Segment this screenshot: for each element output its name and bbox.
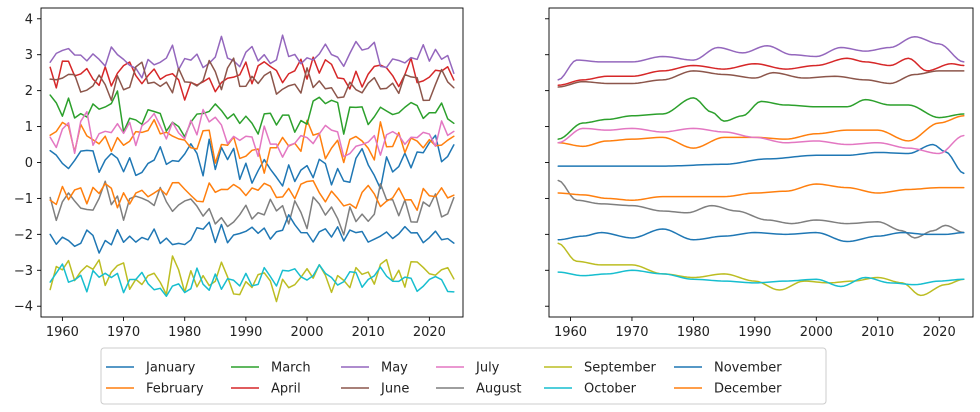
series-line-january: [557, 143, 965, 175]
plot-area-2: [557, 35, 965, 297]
x-tick-label: 1980: [677, 325, 710, 340]
legend: January February March April May June July Augu…: [100, 347, 827, 405]
x-tick-label: 1970: [107, 325, 140, 340]
series-line-november: [557, 228, 965, 243]
legend-label-august: August: [476, 382, 522, 397]
series-line-march: [557, 97, 965, 140]
legend-entry-may: May: [341, 361, 408, 376]
legend-label-march: March: [271, 361, 311, 376]
legend-label-october: October: [584, 382, 637, 397]
legend-entry-august: August: [436, 382, 522, 397]
series-line-july: [557, 127, 965, 155]
series-line-april: [557, 57, 965, 86]
legend-entry-november: November: [674, 361, 782, 376]
series-line-december: [49, 180, 455, 212]
y-tick-label: −2: [14, 228, 33, 243]
legend-entry-april: April: [231, 382, 301, 397]
x-tick-label: 2010: [352, 325, 385, 340]
series-line-august: [49, 180, 455, 236]
x-tick-label: 1960: [46, 325, 79, 340]
legend-entry-july: July: [436, 361, 500, 376]
x-tick-label: 1960: [554, 325, 587, 340]
legend-entry-september: September: [544, 361, 657, 376]
series-line-november: [49, 214, 455, 254]
series-line-october: [557, 269, 965, 288]
x-tick-label: 2020: [413, 325, 446, 340]
x-tick-label: 2000: [290, 325, 323, 340]
legend-entry-december: December: [674, 382, 782, 397]
x-tick-label: 2000: [800, 325, 833, 340]
x-tick-label: 1990: [229, 325, 262, 340]
legend-entry-february: February: [106, 382, 204, 397]
x-tick-label: 2010: [861, 325, 894, 340]
series-line-december: [557, 183, 965, 201]
legend-entry-january: January: [106, 361, 196, 376]
y-tick-label: 1: [25, 120, 33, 135]
y-tick-label: −4: [14, 300, 33, 315]
series-line-may: [49, 34, 455, 79]
legend-label-april: April: [271, 382, 301, 397]
series-line-july: [49, 108, 455, 158]
series-line-june: [557, 70, 965, 88]
legend-label-july: July: [475, 361, 500, 376]
legend-label-november: November: [714, 361, 782, 376]
series-line-january: [49, 134, 455, 190]
series-line-may: [557, 35, 965, 81]
y-tick-label: 2: [25, 84, 33, 99]
legend-label-june: June: [380, 382, 409, 397]
panels: 1960 1970 1980 1990 2000 2010 2020 −4 −3 −2 −1 0 1 2 3…: [14, 7, 974, 340]
x-tick-label: 2020: [923, 325, 956, 340]
x-tick-label: 1990: [738, 325, 771, 340]
series-line-august: [557, 179, 965, 239]
y-tick-label: 0: [25, 156, 33, 171]
legend-label-may: May: [381, 361, 408, 376]
legend-entry-march: March: [231, 361, 311, 376]
series-line-june: [49, 57, 455, 102]
panel-1: 1960 1970 1980 1990 2000 2010 2020 −4 −3 −2 −1 0 1 2 3…: [14, 7, 464, 340]
legend-label-september: September: [584, 361, 657, 376]
legend-label-january: January: [145, 361, 196, 376]
panel-2: 1960 1970 1980 1990 2000 2010 2020: [545, 7, 974, 340]
x-tick-label: 1980: [168, 325, 201, 340]
legend-label-february: February: [146, 382, 204, 397]
legend-entry-october: October: [544, 382, 637, 397]
series-line-february: [49, 118, 455, 174]
y-tick-label: −1: [14, 192, 33, 207]
y-tick-label: 4: [25, 12, 33, 27]
y-tick-label: −3: [14, 264, 33, 279]
y-tick-label: 3: [25, 48, 33, 63]
legend-entry-june: June: [341, 382, 409, 397]
legend-label-december: December: [714, 382, 782, 397]
legend-box: [100, 347, 827, 405]
plot-area-1: [49, 34, 455, 303]
x-tick-label: 1970: [615, 325, 648, 340]
series-line-september: [49, 255, 455, 303]
series-line-october: [49, 263, 455, 297]
series-line-march: [49, 90, 455, 138]
